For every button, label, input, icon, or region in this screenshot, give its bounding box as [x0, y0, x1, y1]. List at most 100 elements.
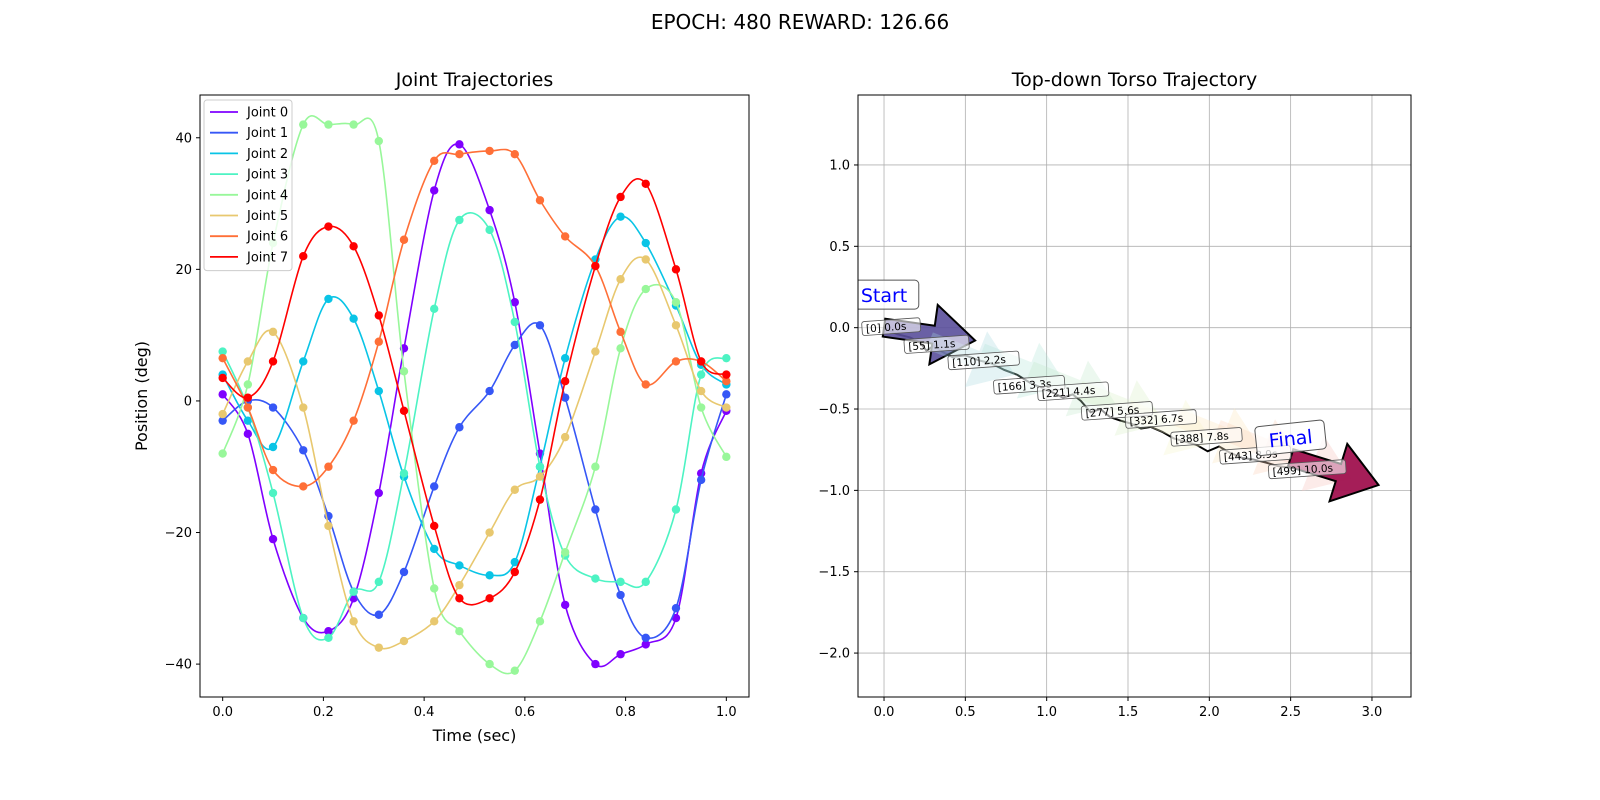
- data-point: [696, 403, 706, 412]
- data-point: [535, 472, 545, 481]
- annotation-box: [1254, 419, 1327, 456]
- x-tick-label: 1.5: [1118, 705, 1139, 720]
- chart-title: Joint Trajectories: [395, 69, 553, 91]
- data-point: [268, 488, 278, 498]
- series-0: [218, 140, 731, 669]
- data-point: [268, 327, 278, 337]
- data-point: [641, 179, 650, 189]
- data-point: [722, 353, 731, 363]
- series-5: [218, 255, 731, 652]
- label-box: [947, 350, 1020, 371]
- label-box: [1267, 459, 1347, 480]
- data-point: [455, 580, 464, 590]
- waypoint-label: [388] 7.8s: [1170, 427, 1243, 447]
- data-point: [399, 567, 409, 577]
- data-point: [722, 376, 731, 386]
- series-7: [218, 178, 731, 606]
- data-point: [560, 376, 570, 386]
- data-point: [455, 215, 464, 225]
- data-point: [535, 196, 545, 205]
- series-line: [221, 256, 727, 650]
- data-point: [299, 251, 308, 261]
- data-point: [374, 643, 384, 652]
- data-point: [641, 380, 650, 389]
- series-line: [222, 322, 728, 640]
- data-point: [324, 294, 333, 304]
- series-line: [221, 148, 727, 488]
- data-point: [349, 120, 358, 129]
- data-point: [641, 238, 650, 248]
- data-point: [299, 120, 308, 129]
- joint-trajectories-chart: 0.0 0.2 0.4 0.6 0.8 1.0 −40 −20 0 20 40 Joint Traje…: [132, 69, 750, 745]
- data-point: [268, 465, 278, 475]
- data-point: [671, 265, 681, 274]
- data-point: [485, 528, 494, 537]
- data-point: [591, 659, 600, 669]
- data-point: [671, 357, 681, 366]
- series-line: [221, 215, 727, 577]
- data-point: [591, 347, 600, 356]
- data-point: [349, 587, 358, 596]
- y-axis-label: Position (deg): [132, 341, 151, 451]
- data-point: [485, 146, 494, 156]
- label-text: [499] 10.0s: [1272, 462, 1333, 478]
- x-tick-label: 1.0: [1036, 705, 1057, 720]
- data-point: [324, 633, 333, 642]
- data-point: [399, 367, 409, 376]
- data-point: [430, 584, 439, 593]
- y-tick-label: 20: [175, 263, 192, 278]
- data-point: [299, 446, 308, 455]
- data-point: [455, 561, 464, 570]
- data-point: [510, 317, 519, 327]
- series-6: [218, 146, 731, 491]
- waypoint-label: [110] 2.2s: [947, 350, 1020, 371]
- data-point: [696, 370, 706, 379]
- label-box: [1170, 427, 1243, 447]
- waypoint-label: [332] 6.7s: [1124, 409, 1198, 429]
- data-point: [510, 340, 519, 350]
- legend-label: Joint 4: [246, 188, 288, 203]
- label-box: [1124, 409, 1198, 429]
- y-tick-label: −0.5: [818, 403, 850, 418]
- x-axis-label: Time (sec): [432, 726, 517, 745]
- waypoint-label: [0] 0.0s: [861, 317, 922, 336]
- data-point: [616, 212, 625, 221]
- x-tick-label: 2.0: [1199, 705, 1220, 720]
- data-point: [455, 627, 464, 636]
- data-point: [560, 232, 570, 241]
- data-point: [560, 548, 570, 557]
- data-point: [374, 136, 384, 146]
- data-point: [641, 284, 650, 294]
- annotation-text: Final: [1268, 426, 1314, 452]
- data-point: [560, 600, 570, 610]
- data-point: [218, 416, 227, 425]
- data-point: [616, 344, 625, 353]
- legend-box: [203, 99, 293, 272]
- data-point: [616, 590, 625, 600]
- data-point: [591, 261, 600, 271]
- data-point: [243, 393, 253, 402]
- data-point: [430, 617, 439, 626]
- data-point: [722, 403, 731, 412]
- data-point: [616, 577, 625, 587]
- data-point: [268, 442, 278, 452]
- data-point: [671, 603, 681, 613]
- data-point: [399, 469, 409, 478]
- data-point: [455, 150, 464, 159]
- data-point: [430, 156, 439, 165]
- plot-area: [0] 0.0s[55] 1.1s[110] 2.2s[166] 3.3s[22…: [858, 279, 1381, 503]
- data-point: [591, 462, 600, 471]
- data-point: [641, 633, 650, 642]
- data-point: [430, 186, 439, 195]
- label-text: [110] 2.2s: [952, 354, 1006, 370]
- label-text: [388] 7.8s: [1175, 430, 1229, 446]
- data-point: [374, 386, 384, 396]
- y-tick-label: −1.5: [818, 565, 850, 580]
- data-point: [243, 429, 253, 439]
- data-point: [535, 462, 545, 471]
- data-point: [591, 505, 600, 514]
- annotation-box: [858, 279, 920, 310]
- y-tick-label: 1.0: [829, 158, 850, 173]
- y-tick-label: −2.0: [818, 647, 850, 662]
- data-point: [349, 314, 358, 323]
